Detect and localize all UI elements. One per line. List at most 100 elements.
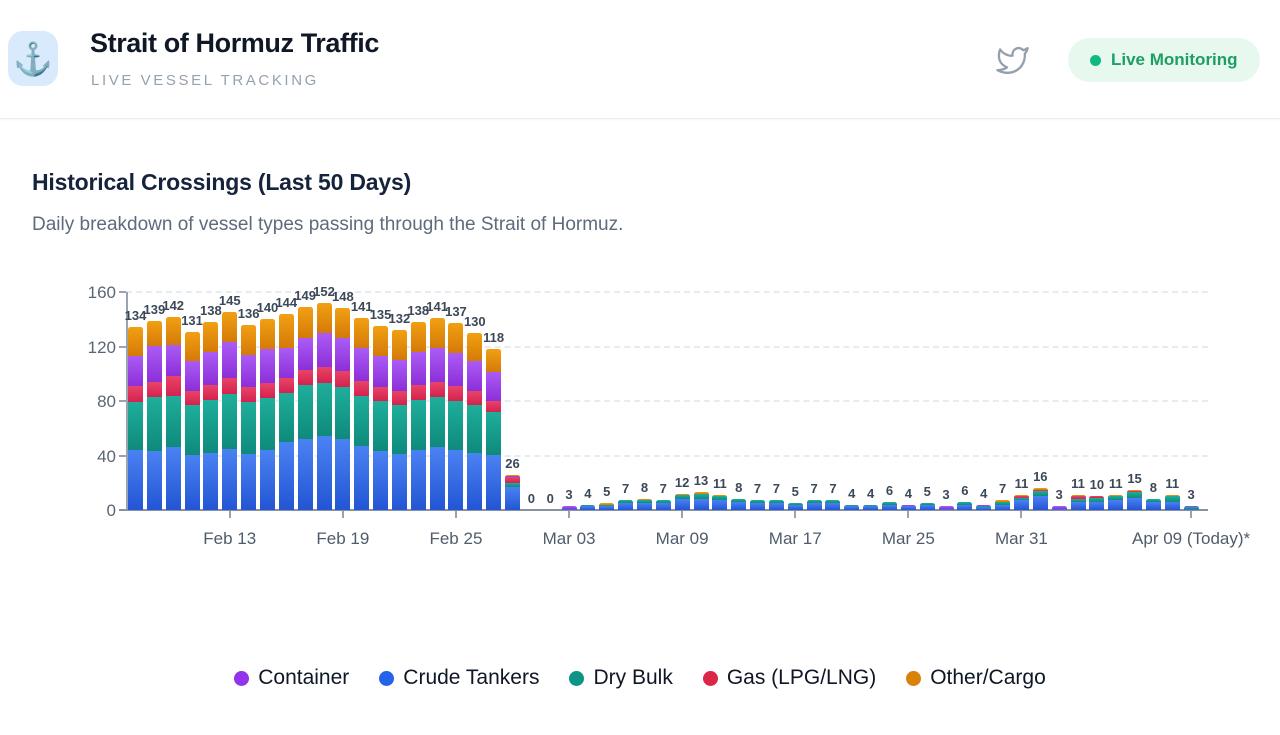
bar-segment-crude-tankers[interactable] <box>373 451 389 510</box>
bar-segment-gas-lpg-lng-[interactable] <box>486 400 502 412</box>
bar-segment-gas-lpg-lng-[interactable] <box>297 369 313 385</box>
bar-segment-other-cargo[interactable] <box>203 321 219 352</box>
bar-segment-other-cargo[interactable] <box>335 308 351 339</box>
bar-segment-container[interactable] <box>259 349 275 384</box>
bar-segment-container[interactable] <box>203 351 219 385</box>
bar-segment-crude-tankers[interactable] <box>1032 496 1048 510</box>
chart-bar[interactable] <box>938 505 954 510</box>
twitter-icon[interactable] <box>996 44 1029 77</box>
bar-segment-dry-bulk[interactable] <box>1089 497 1105 502</box>
chart-bar[interactable] <box>165 316 181 510</box>
bar-segment-gas-lpg-lng-[interactable] <box>1032 489 1048 491</box>
chart-bar[interactable] <box>561 505 577 510</box>
chart-bar[interactable] <box>391 330 407 510</box>
chart-bar[interactable] <box>335 308 351 510</box>
bar-segment-dry-bulk[interactable] <box>919 503 935 505</box>
bar-segment-container[interactable] <box>354 347 370 381</box>
bar-segment-crude-tankers[interactable] <box>919 504 935 510</box>
bar-segment-dry-bulk[interactable] <box>1183 507 1199 509</box>
bar-segment-gas-lpg-lng-[interactable] <box>1127 490 1143 493</box>
bar-segment-other-cargo[interactable] <box>297 306 313 339</box>
bar-segment-crude-tankers[interactable] <box>222 448 238 510</box>
chart-bar[interactable] <box>278 313 294 510</box>
bar-segment-crude-tankers[interactable] <box>806 503 822 510</box>
legend-item-container[interactable]: Container <box>234 666 349 690</box>
bar-segment-container[interactable] <box>297 338 313 370</box>
chart-bar[interactable] <box>241 324 257 510</box>
bar-segment-dry-bulk[interactable] <box>184 405 200 456</box>
bar-segment-crude-tankers[interactable] <box>1089 501 1105 510</box>
bar-segment-other-cargo[interactable] <box>1164 495 1180 497</box>
bar-segment-dry-bulk[interactable] <box>486 411 502 456</box>
bar-segment-crude-tankers[interactable] <box>335 439 351 510</box>
chart-bar[interactable] <box>731 499 747 510</box>
bar-segment-crude-tankers[interactable] <box>354 445 370 510</box>
chart-bar[interactable] <box>995 500 1011 510</box>
bar-segment-crude-tankers[interactable] <box>1070 501 1086 510</box>
bar-segment-dry-bulk[interactable] <box>146 396 162 452</box>
bar-segment-dry-bulk[interactable] <box>391 405 407 455</box>
legend-item-gas-lpg-lng-[interactable]: Gas (LPG/LNG) <box>702 666 876 690</box>
bar-segment-other-cargo[interactable] <box>128 327 143 357</box>
bar-segment-crude-tankers[interactable] <box>900 505 916 510</box>
bar-segment-dry-bulk[interactable] <box>957 501 973 505</box>
bar-segment-dry-bulk[interactable] <box>731 499 747 502</box>
chart-bar[interactable] <box>203 321 219 510</box>
chart-bar[interactable] <box>486 349 502 510</box>
bar-segment-dry-bulk[interactable] <box>806 500 822 504</box>
legend-item-other-cargo[interactable]: Other/Cargo <box>906 666 1046 690</box>
bar-segment-crude-tankers[interactable] <box>712 500 728 510</box>
bar-segment-gas-lpg-lng-[interactable] <box>316 366 332 384</box>
bar-segment-other-cargo[interactable] <box>165 316 181 346</box>
bar-segment-container[interactable] <box>448 353 464 386</box>
chart-bar[interactable] <box>712 495 728 510</box>
bar-segment-dry-bulk[interactable] <box>467 405 483 453</box>
bar-segment-container[interactable] <box>467 361 483 392</box>
chart-bar[interactable] <box>599 503 615 510</box>
chart-bar[interactable] <box>636 499 652 510</box>
bar-segment-other-cargo[interactable] <box>712 495 728 497</box>
bar-segment-container[interactable] <box>128 356 143 386</box>
bar-segment-gas-lpg-lng-[interactable] <box>391 391 407 406</box>
bar-segment-gas-lpg-lng-[interactable] <box>448 385 464 401</box>
bar-segment-crude-tankers[interactable] <box>882 504 897 510</box>
bar-segment-crude-tankers[interactable] <box>1145 501 1161 510</box>
bar-segment-other-cargo[interactable] <box>467 332 483 362</box>
bar-segment-container[interactable] <box>146 346 162 382</box>
chart-bar[interactable] <box>184 331 200 510</box>
bar-segment-dry-bulk[interactable] <box>128 402 143 451</box>
bar-segment-dry-bulk[interactable] <box>599 504 615 506</box>
bar-segment-container[interactable] <box>241 354 257 388</box>
bar-segment-crude-tankers[interactable] <box>976 507 992 510</box>
bar-segment-crude-tankers[interactable] <box>429 447 445 510</box>
chart-bar[interactable] <box>222 312 238 510</box>
bar-segment-gas-lpg-lng-[interactable] <box>1089 496 1105 498</box>
bar-segment-crude-tankers[interactable] <box>655 503 671 510</box>
bar-segment-gas-lpg-lng-[interactable] <box>1013 496 1029 498</box>
bar-segment-crude-tankers[interactable] <box>297 439 313 510</box>
chart-bar[interactable] <box>1070 495 1086 510</box>
chart-bar[interactable] <box>976 504 992 510</box>
chart-bar[interactable] <box>1127 489 1143 510</box>
bar-segment-other-cargo[interactable] <box>222 312 238 343</box>
bar-segment-crude-tankers[interactable] <box>561 508 577 510</box>
bar-segment-crude-tankers[interactable] <box>278 441 294 510</box>
bar-segment-gas-lpg-lng-[interactable] <box>335 371 351 388</box>
legend-item-dry-bulk[interactable]: Dry Bulk <box>569 666 673 690</box>
chart-bar[interactable] <box>844 504 860 510</box>
chart-bar[interactable] <box>900 504 916 510</box>
bar-segment-dry-bulk[interactable] <box>844 504 860 506</box>
bar-segment-dry-bulk[interactable] <box>316 383 332 437</box>
bar-segment-dry-bulk[interactable] <box>203 399 219 453</box>
legend-item-crude-tankers[interactable]: Crude Tankers <box>379 666 539 690</box>
bar-segment-dry-bulk[interactable] <box>297 384 313 440</box>
bar-segment-crude-tankers[interactable] <box>693 499 709 510</box>
chart-bar[interactable] <box>655 500 671 510</box>
chart-bar[interactable] <box>146 320 162 510</box>
bar-segment-crude-tankers[interactable] <box>731 501 747 510</box>
bar-segment-crude-tankers[interactable] <box>467 452 483 510</box>
bar-segment-dry-bulk[interactable] <box>712 496 728 501</box>
bar-segment-other-cargo[interactable] <box>184 331 200 362</box>
chart-bar[interactable] <box>259 319 275 510</box>
bar-segment-crude-tankers[interactable] <box>618 503 634 510</box>
